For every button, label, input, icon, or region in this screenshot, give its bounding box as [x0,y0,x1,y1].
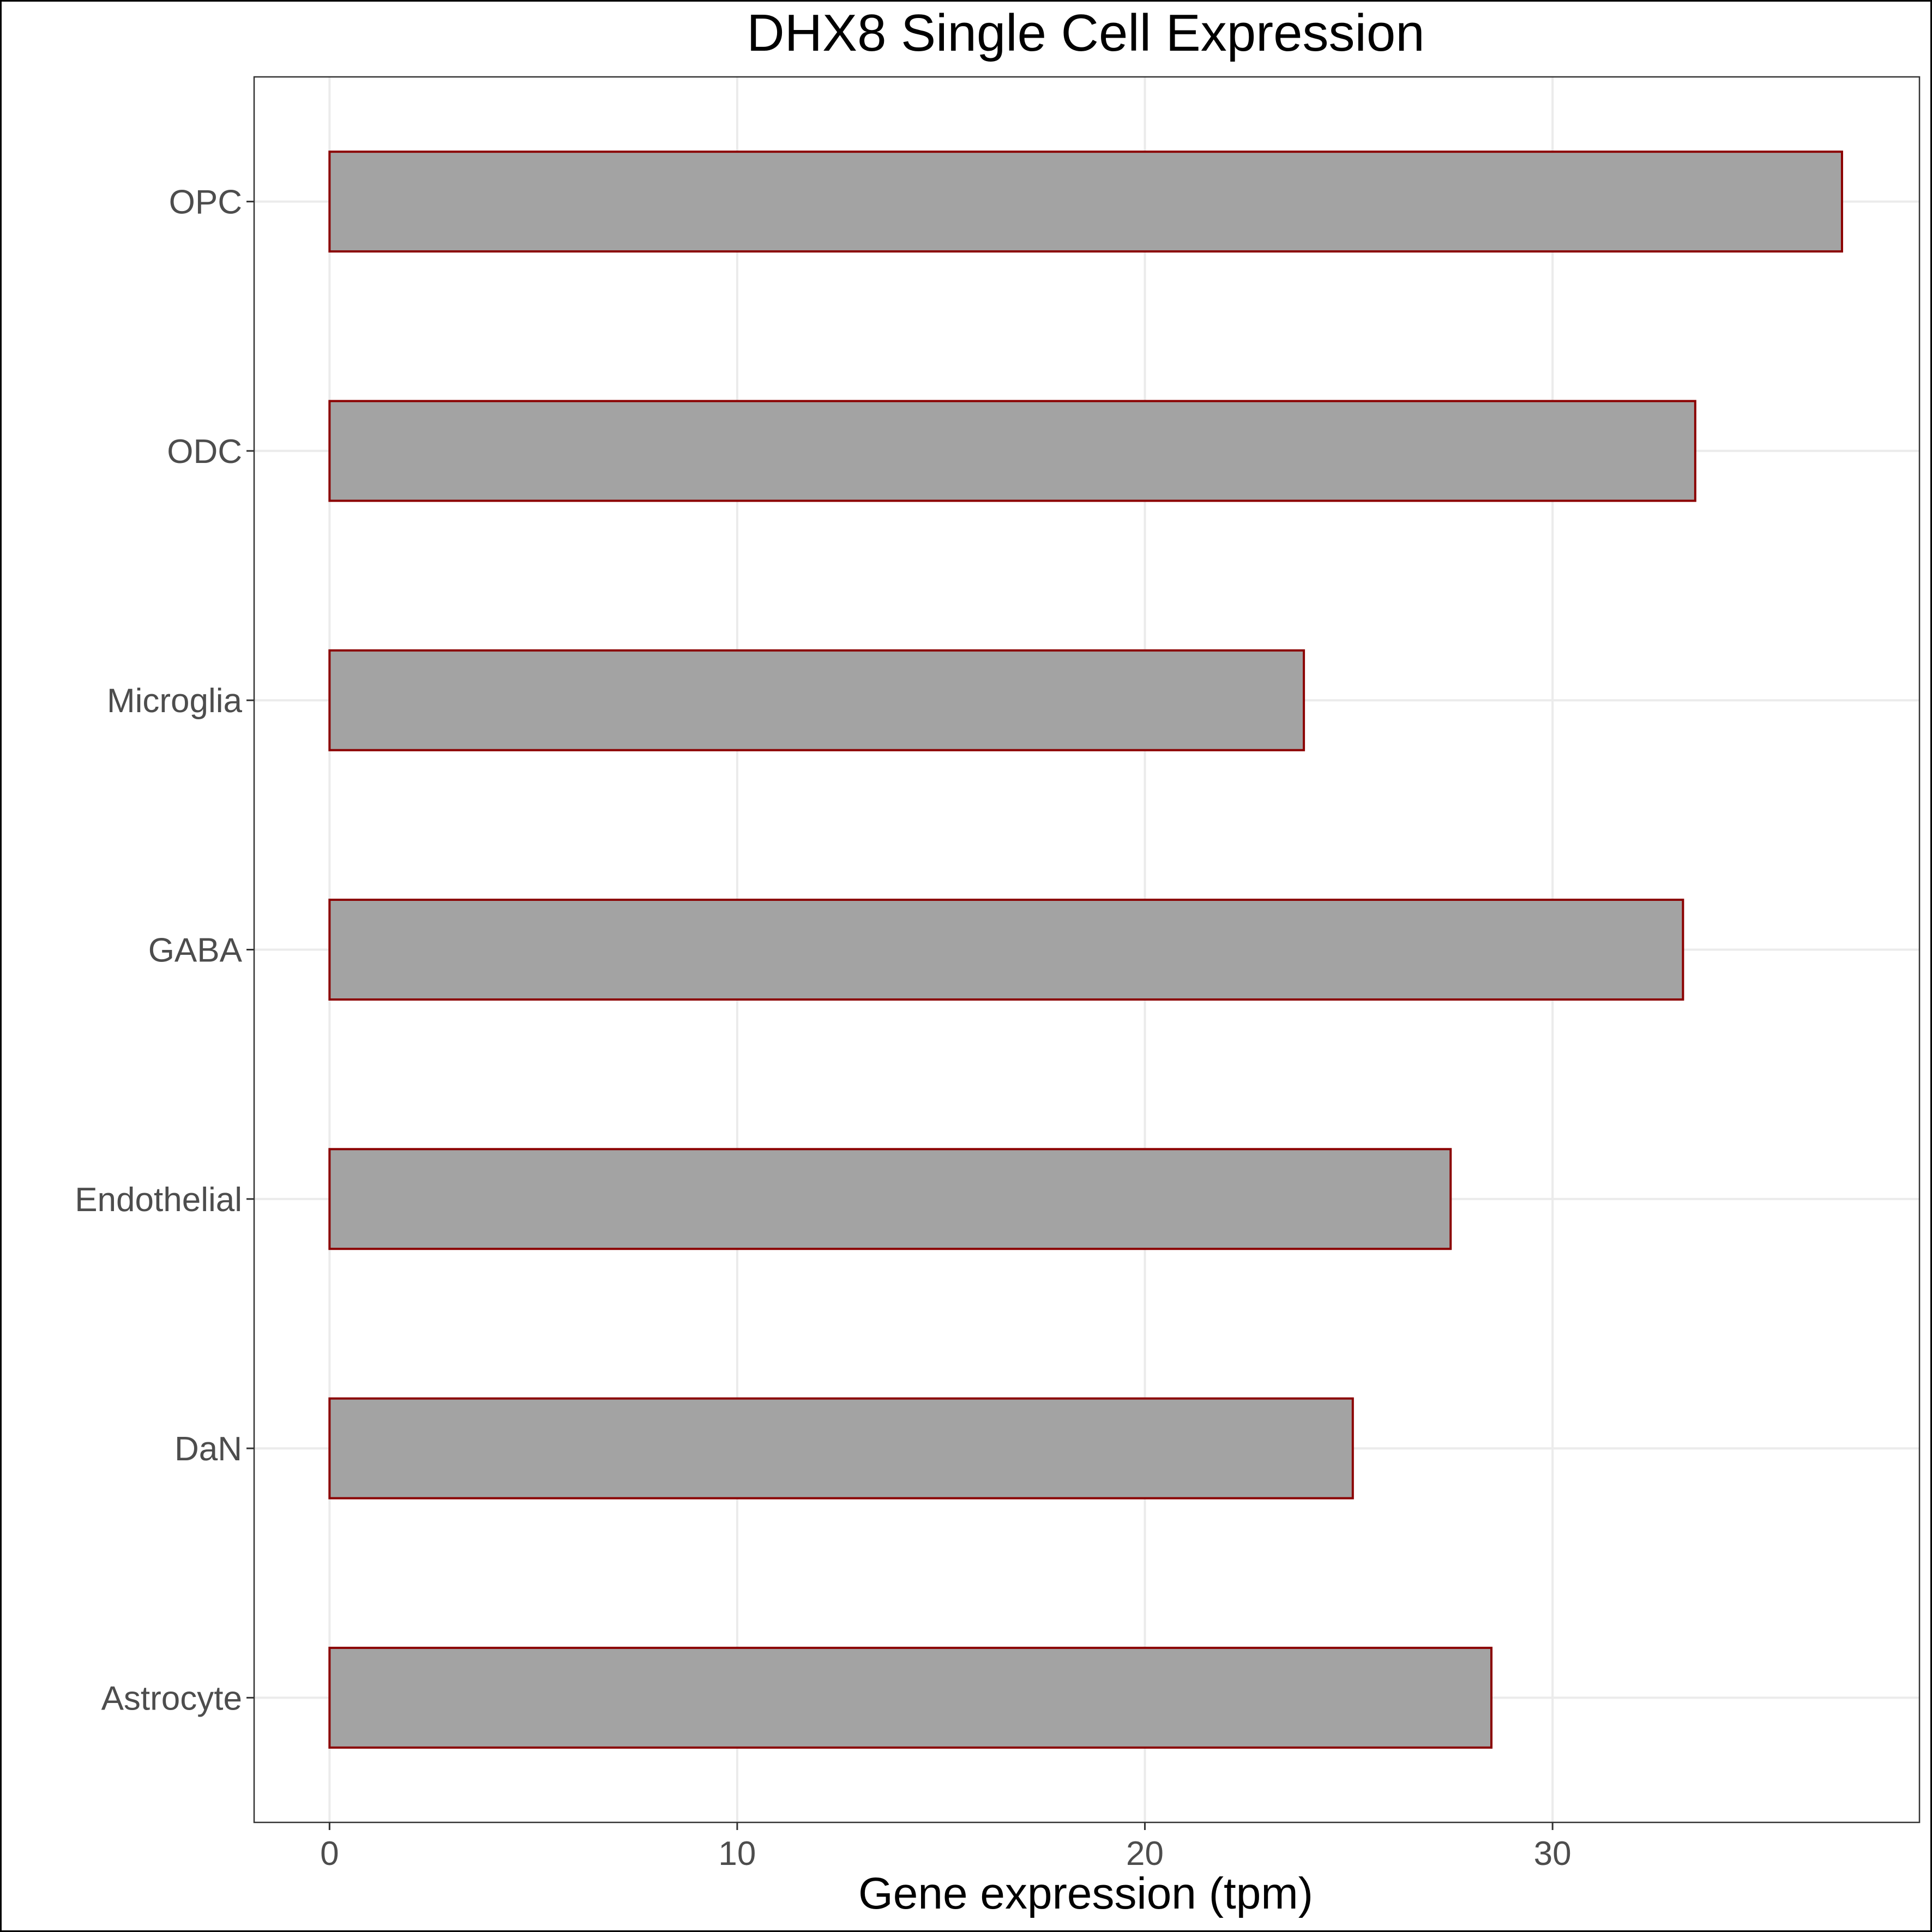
x-tick-label: 30 [1534,1835,1572,1873]
y-tick-label: DaN [174,1430,242,1468]
bar [328,899,1684,1001]
y-tick-label: Astrocyte [101,1680,242,1717]
bar [328,151,1843,253]
y-tick-label: Microglia [107,682,243,720]
y-tick-label: GABA [148,932,243,970]
x-tick-label: 20 [1126,1835,1164,1873]
x-axis-label: Gene expression (tpm) [858,1869,1313,1918]
y-axis-ticks: Astrocyte DaN Endothelial GABA Microglia ODC O… [75,184,254,1717]
chart-title: DHX8 Single Cell Expression [747,4,1424,62]
bar [328,400,1696,502]
bar [328,1646,1493,1749]
y-tick-label: ODC [167,433,242,471]
bar [328,1397,1354,1500]
bars [328,151,1843,1749]
x-tick-label: 10 [718,1835,756,1873]
x-axis-ticks: 0 10 20 30 [320,1822,1572,1873]
y-tick-label: OPC [169,184,242,221]
x-tick-label: 0 [320,1835,339,1873]
bar [328,649,1305,751]
y-tick-label: Endothelial [75,1181,242,1219]
bar [328,1148,1452,1250]
